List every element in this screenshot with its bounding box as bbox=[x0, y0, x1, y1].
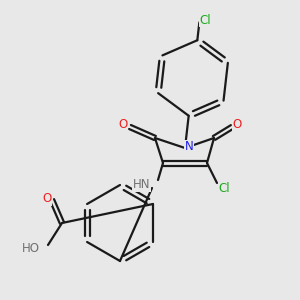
Text: Cl: Cl bbox=[218, 182, 230, 194]
Text: N: N bbox=[184, 140, 194, 154]
Text: O: O bbox=[232, 118, 242, 130]
Text: HO: HO bbox=[22, 242, 40, 256]
Text: HN: HN bbox=[133, 178, 150, 191]
Text: O: O bbox=[118, 118, 127, 130]
Text: Cl: Cl bbox=[200, 14, 211, 27]
Text: O: O bbox=[42, 193, 52, 206]
